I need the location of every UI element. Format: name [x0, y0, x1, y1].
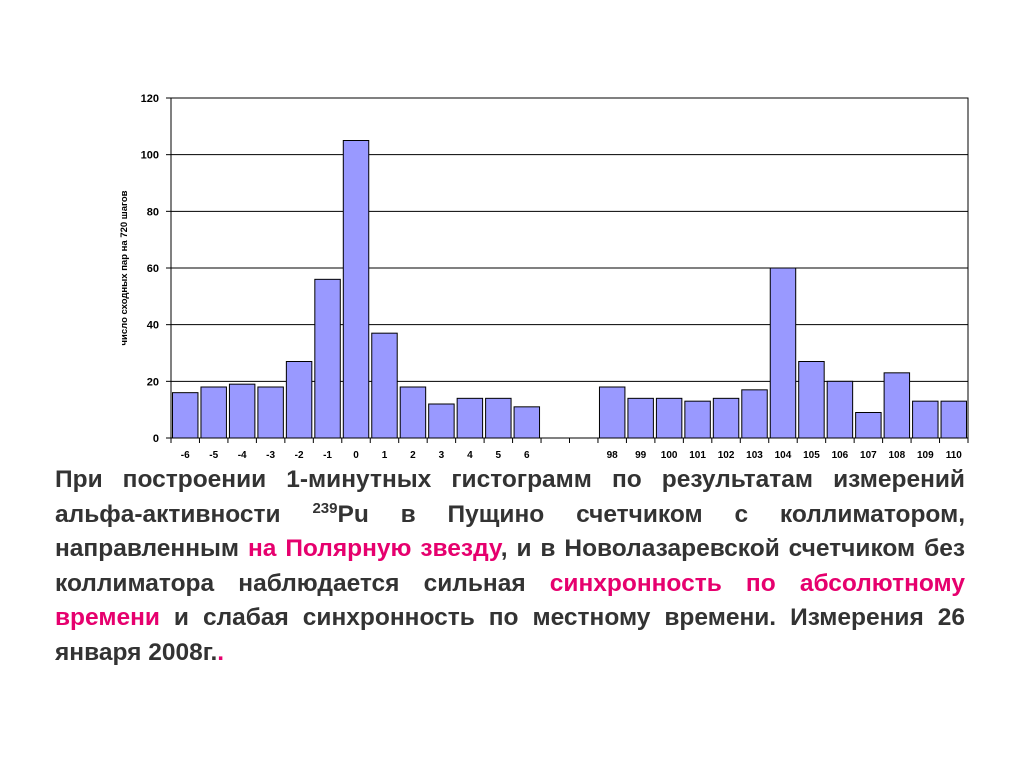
bar: [456, 397, 484, 439]
x-tick-label: 102: [718, 450, 735, 461]
text-part-4: и слабая синхронность по местному времен…: [55, 604, 965, 666]
x-tick-label: 99: [635, 450, 647, 461]
x-tick-label: 106: [832, 450, 849, 461]
y-tick-label: 20: [147, 376, 159, 388]
y-tick-label: 0: [153, 433, 159, 445]
histogram-chart: 0 20 40 60 80 100 120 -6 -5 -4 -3 -2 -1 0 1 2 3 4 5 6 98 99 1…: [119, 93, 969, 470]
text-part-2: Pu в Пущино счетчиком с коллиматором, на…: [55, 500, 965, 563]
bars: [172, 140, 967, 439]
highlight-absolute-time: синхронность по абсолютному времени: [55, 569, 965, 632]
x-tick-label: 107: [860, 450, 877, 461]
isotope-mass-number: 239: [312, 499, 338, 517]
x-tick-label: -4: [238, 450, 247, 461]
x-tick-label: 103: [746, 450, 763, 461]
bar: [285, 361, 313, 439]
y-tick-label: 100: [141, 150, 159, 162]
bar: [257, 386, 284, 439]
x-tick-label: 0: [353, 450, 359, 461]
y-tick-label: 60: [147, 263, 159, 275]
bar: [371, 332, 398, 439]
x-tick-label: 100: [661, 450, 678, 461]
bar: [513, 406, 541, 439]
highlight-polar-star: на Полярную звезду: [247, 535, 501, 562]
x-tick-label: -6: [181, 450, 190, 461]
x-tick-label: 104: [775, 450, 792, 461]
bar: [684, 400, 711, 439]
bar: [428, 403, 455, 439]
bar: [826, 380, 854, 439]
bar: [598, 386, 626, 439]
x-tick-label: 1: [382, 450, 388, 461]
x-tick-label: -3: [266, 450, 275, 461]
bar: [769, 267, 797, 439]
bar: [741, 389, 768, 439]
y-axis-label: число сходных пар на 720 шагов: [119, 190, 130, 345]
bar: [883, 372, 911, 439]
x-tick-label: 5: [496, 450, 502, 461]
bar: [627, 397, 654, 439]
bar: [399, 386, 427, 439]
x-tick-label: 2: [410, 450, 416, 461]
bar: [314, 278, 341, 439]
bar: [228, 383, 256, 439]
bar: [798, 361, 825, 439]
x-axis-label: интервал, минуты: [529, 468, 606, 470]
trailing-dot: .: [217, 638, 225, 666]
description-paragraph: При построении 1-минутных гистограмм по …: [55, 463, 965, 670]
x-tick-labels: -6 -5 -4 -3 -2 -1 0 1 2 3 4 5 6 98 99 100 101 102 103 104 10…: [170, 438, 969, 461]
bar: [172, 392, 199, 439]
x-tick-label: -2: [295, 450, 304, 461]
x-tick-label: 4: [467, 450, 473, 461]
x-tick-label: -1: [323, 450, 332, 461]
y-tick-label: 80: [147, 206, 159, 218]
text-part-3: , и в Новолазаревской счетчиком без колл…: [55, 535, 966, 597]
y-tick-label: 40: [147, 320, 159, 332]
bar: [485, 397, 512, 439]
y-tick-labels: 0 20 40 60 80 100 120: [141, 93, 159, 445]
bar: [200, 386, 227, 439]
bar: [712, 397, 740, 439]
x-tick-label: 109: [917, 450, 934, 461]
x-tick-label: 98: [607, 450, 619, 461]
x-tick-label: 3: [439, 450, 445, 461]
x-tick-label: 108: [888, 450, 905, 461]
bar: [655, 397, 683, 439]
y-tick-label: 120: [141, 93, 159, 105]
bar: [940, 400, 967, 439]
text-part-1: При построении 1-минутных гистограмм по …: [55, 466, 965, 528]
x-tick-label: 6: [524, 450, 530, 461]
bar: [855, 412, 882, 439]
bar: [912, 400, 939, 439]
x-tick-label: 105: [803, 450, 820, 461]
x-tick-label: -5: [209, 450, 218, 461]
x-tick-label: 101: [689, 450, 706, 461]
x-tick-label: 110: [946, 450, 963, 461]
bar: [342, 140, 370, 439]
